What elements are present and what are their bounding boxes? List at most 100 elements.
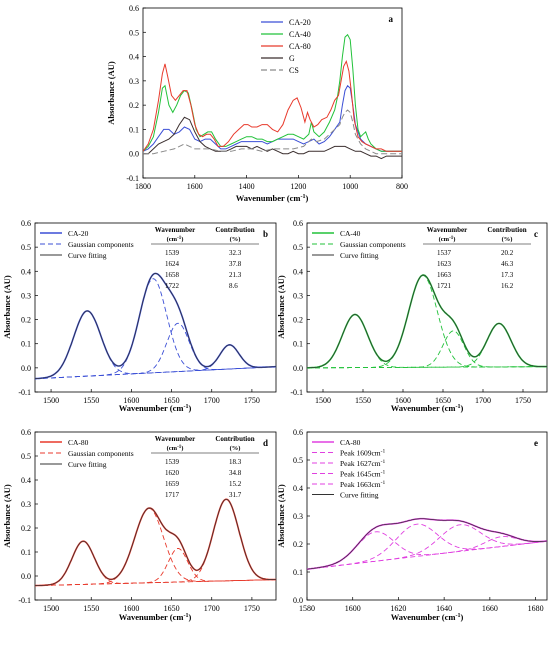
- gaussian-component: [307, 523, 547, 570]
- x-tick-label: 1750: [244, 604, 260, 613]
- x-tick-label: 1550: [83, 396, 99, 405]
- y-tick-label: 0.3: [129, 77, 139, 86]
- y-tick-label: 0.6: [129, 4, 139, 13]
- legend-unit-exp: -1: [381, 449, 386, 455]
- table-cell: 20.2: [501, 249, 514, 257]
- y-tick-label: 0.6: [21, 428, 31, 437]
- x-axis-unit: cm: [290, 193, 301, 203]
- table-cell: 15.2: [229, 480, 242, 488]
- y-tick-label: 0.5: [21, 243, 31, 252]
- x-tick-label: 1500: [43, 604, 59, 613]
- y-tick-label: 0.5: [129, 28, 139, 37]
- table-cell: 16.2: [501, 282, 514, 290]
- x-tick-label: 1200: [290, 182, 306, 191]
- unit-close: ): [453, 236, 455, 243]
- x-axis-unit-exp: -1: [455, 613, 460, 619]
- y-tick-label: 0.5: [293, 243, 303, 252]
- table-cell: 18.3: [229, 458, 242, 466]
- y-tick-label: 0.3: [293, 291, 303, 300]
- table-header-unit: (cm-1): [167, 445, 184, 452]
- legend-entry: Gaussian components: [340, 240, 406, 249]
- y-tick-label: 0.1: [21, 548, 31, 557]
- plot-area: [307, 274, 547, 369]
- y-tick-label: 0.6: [21, 219, 31, 228]
- gaussian-component: [35, 278, 276, 380]
- chart-b: -0.1 0.0 0.1 0.2 0.3 0.4 0.5 0.6 1500 1550 1600 165…: [2, 219, 277, 413]
- gaussian-component: [35, 507, 276, 587]
- x-tick-label: 1800: [135, 182, 151, 191]
- gaussian-component: [35, 540, 276, 587]
- legend-entry: Peak 1609cm-1: [340, 449, 385, 458]
- table-header-unit: (%): [502, 236, 513, 243]
- x-tick-label: 1550: [355, 396, 371, 405]
- y-tick-label: 0.2: [293, 540, 303, 549]
- y-tick-label: 0.6: [293, 428, 303, 437]
- legend-unit-exp: -1: [381, 470, 386, 476]
- legend-entry: CA-40: [340, 229, 361, 238]
- table-header-unit: (%): [230, 445, 241, 452]
- legend-entry: CA-80: [289, 42, 311, 51]
- x-axis-unit-exp: -1: [300, 194, 305, 200]
- legend-unit-exp: -1: [381, 459, 386, 465]
- measured-spectrum: [35, 272, 276, 380]
- table-cell: 1539: [165, 458, 180, 466]
- table-header: Contribution: [215, 435, 254, 443]
- legend-unit: cm: [371, 480, 380, 489]
- y-axis-label: Absorbance (AU): [276, 484, 286, 548]
- chart-e: 0.0 0.1 0.2 0.3 0.4 0.5 0.6 1580 1600 1620 1640 166…: [276, 428, 548, 622]
- y-tick-label: 0.4: [21, 267, 31, 276]
- y-tick-label: 0.3: [21, 291, 31, 300]
- table-cell: 1658: [165, 271, 180, 279]
- legend-entry: Peak 1645cm-1: [340, 470, 385, 479]
- gaussian-component: [35, 498, 276, 587]
- table-header-unit: (cm-1): [167, 236, 184, 243]
- table-cell: 1537: [437, 249, 452, 257]
- series-line-cs: [143, 109, 402, 155]
- x-tick-label: 1660: [482, 604, 498, 613]
- x-tick-label: 1580: [299, 604, 315, 613]
- plot-frame: [306, 222, 548, 393]
- curve-fitting: [35, 273, 276, 380]
- y-tick-label: 0.5: [21, 452, 31, 461]
- x-axis-unit-close: ): [305, 193, 308, 203]
- legend-entry: CA-80: [340, 438, 361, 447]
- x-axis-unit-exp: -1: [455, 404, 460, 410]
- legend-entry: Curve fitting: [340, 251, 379, 260]
- legend-entry: Curve fitting: [68, 251, 107, 260]
- plot-area: [35, 272, 276, 380]
- chart-d: -0.1 0.0 0.1 0.2 0.3 0.4 0.5 0.6 1500 1550 1600 165…: [2, 428, 277, 622]
- legend-unit: cm: [371, 459, 380, 468]
- table-cell: 21.3: [229, 271, 242, 279]
- series-line-g: [143, 116, 402, 160]
- table-cell: 17.3: [501, 271, 514, 279]
- y-tick-label: 0.2: [21, 316, 31, 325]
- table-cell: 1717: [165, 491, 180, 499]
- unit-exp: -1: [449, 236, 454, 241]
- legend-entry: CA-40: [289, 30, 311, 39]
- table-header-unit: (%): [230, 236, 241, 243]
- x-tick-label: 1600: [123, 604, 139, 613]
- table-cell: 8.6: [229, 282, 238, 290]
- y-tick-label: 0.2: [21, 524, 31, 533]
- x-tick-label: 1650: [164, 396, 180, 405]
- y-tick-label: -0.1: [18, 388, 31, 397]
- table-cell: 46.3: [501, 260, 514, 268]
- x-axis-unit-close: ): [460, 612, 463, 622]
- plot-frame: [34, 222, 277, 393]
- unit-exp: -1: [177, 236, 182, 241]
- y-tick-label: 0.5: [293, 456, 303, 465]
- x-axis-unit-exp: -1: [183, 404, 188, 410]
- legend-unit-exp: -1: [381, 480, 386, 486]
- legend-entry: Curve fitting: [68, 460, 107, 469]
- table-cell: 37.8: [229, 260, 242, 268]
- x-axis-unit-close: ): [188, 403, 191, 413]
- curve-fitting: [307, 518, 547, 570]
- gaussian-component: [307, 322, 547, 369]
- table-header-unit: (cm-1): [439, 236, 456, 243]
- plot-area: [35, 498, 276, 587]
- x-tick-label: 1700: [475, 396, 491, 405]
- panel-label: c: [534, 229, 538, 239]
- legend-entry: Curve fitting: [340, 491, 379, 500]
- measured-spectrum: [35, 498, 276, 587]
- table-header: Wavenumber: [155, 226, 195, 234]
